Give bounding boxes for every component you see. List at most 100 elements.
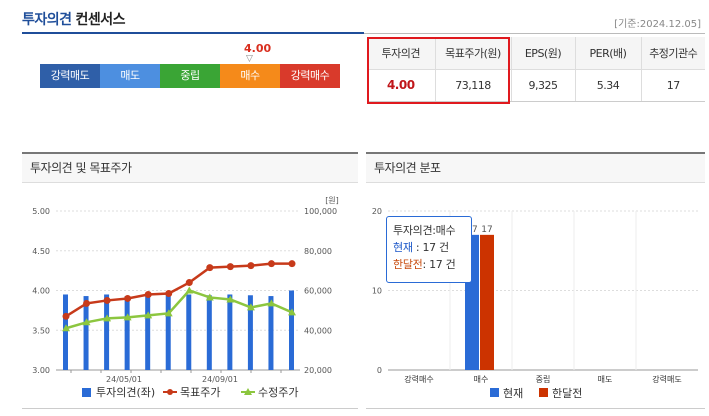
table-header-cell: 목표주가(원): [434, 37, 511, 70]
left-axis-tick: 4.00: [32, 287, 50, 296]
consensus-table: 투자의견 목표주가(원) EPS(원) PER(배) 추정기관수 4.00 73,118 9…: [367, 37, 705, 102]
opinion-bar: [104, 294, 110, 370]
category-label: 강력매수: [404, 374, 433, 384]
opinion-target-panel: 투자의견 및 목표주가 5.00 4.50 4.00 3.50 3.00 100,000 8…: [22, 152, 358, 410]
adjusted-price-point: [288, 308, 296, 316]
adjusted-price-point: [226, 295, 235, 303]
target-price-point: [165, 289, 173, 297]
adjusted-price-point: [205, 293, 214, 301]
title-underline: [22, 32, 364, 34]
data-label: 17: [466, 225, 477, 235]
legend-label: 목표주가: [180, 386, 220, 399]
table-cell: 5.34: [574, 69, 641, 102]
target-price-line: [65, 262, 292, 318]
adjusted-price-point: [246, 303, 255, 311]
target-price-point: [247, 262, 255, 270]
opinion-bar: [83, 296, 89, 370]
left-axis-tick: 5.00: [32, 207, 50, 216]
title-part2: 컨센서스: [75, 12, 126, 28]
y-axis-tick: 0: [377, 366, 382, 375]
right-axis-tick: 60,000: [304, 287, 332, 296]
table-cell: 73,118: [434, 69, 511, 102]
rating-value: 4.00: [244, 42, 272, 55]
rating-segment: 매수: [220, 64, 280, 88]
chart-tooltip: 투자의견:매수 현재 : 17 건 한달전: 17 건: [386, 216, 472, 283]
rating-marker-icon: ▽: [246, 54, 253, 64]
target-price-point: [267, 260, 275, 268]
consensus-table-header: 투자의견 목표주가(원) EPS(원) PER(배) 추정기관수: [367, 37, 705, 70]
opinion-bar: [63, 294, 68, 370]
table-cell: 9,325: [510, 69, 575, 102]
data-label: 17: [481, 225, 492, 235]
rating-segment: 중립: [160, 64, 220, 88]
legend-label: 투자의견(좌): [96, 386, 155, 399]
tooltip-row1-value: : 17 건: [415, 241, 449, 254]
target-price-point: [103, 296, 111, 304]
section-header: 투자의견 컨센서스 [기준:2024.12.05]: [22, 9, 705, 31]
target-price-point: [83, 299, 91, 307]
legend-swatch: [539, 388, 548, 397]
legend-label: 현재: [503, 387, 523, 400]
table-header-cell: EPS(원): [510, 37, 575, 70]
x-axis-tick: 24/09/01: [202, 375, 238, 384]
target-price-point: [144, 290, 152, 298]
opinion-bar: [206, 295, 212, 370]
category-label: 매도: [598, 375, 613, 384]
tooltip-row2-label: 한달전: [393, 258, 423, 271]
adjusted-price-line: [65, 289, 293, 330]
legend-swatch: [490, 388, 499, 397]
base-date: [기준:2024.12.05]: [614, 19, 701, 30]
title-part1: 투자의견: [22, 12, 72, 28]
opinion-bar: [289, 290, 294, 370]
opinion-bar: [268, 296, 274, 370]
adjusted-price-point: [82, 318, 91, 326]
right-axis-tick: 20,000: [304, 366, 332, 375]
rating-scale: 강력매도 매도 중립 매수 강력매수: [40, 64, 340, 88]
category-label: 중립: [536, 375, 551, 384]
month-ago-bar: [480, 234, 494, 370]
right-axis-tick: 40,000: [304, 326, 332, 335]
table-header-cell: 추정기관수: [640, 37, 705, 70]
category-label: 매수: [474, 375, 489, 384]
rating-segment: 강력매도: [40, 64, 100, 88]
legend-swatch-marker: [167, 389, 173, 395]
table-header-cell: PER(배): [574, 37, 641, 70]
page-title: 투자의견 컨센서스: [22, 9, 126, 29]
adjusted-price-point: [144, 311, 153, 319]
opinion-bar: [124, 296, 130, 370]
x-axis-tick: 24/05/01: [106, 375, 142, 384]
opinion-bar: [247, 295, 253, 370]
adjusted-price-point: [103, 314, 112, 322]
panel-bottom-line: [22, 408, 358, 409]
panel-title: 투자의견 분포: [366, 154, 705, 183]
title-underline-right: [364, 33, 705, 34]
table-cell: 4.00: [367, 69, 435, 102]
legend-label: 수정주가: [258, 386, 298, 399]
y-axis-tick: 10: [372, 287, 382, 296]
table-cell: 17: [640, 69, 705, 102]
target-price-point: [124, 294, 132, 302]
category-label: 강력매도: [652, 374, 681, 384]
legend-swatch-marker: [244, 388, 252, 395]
opinion-bar: [145, 294, 151, 370]
legend-label: 한달전: [552, 387, 582, 400]
left-axis-tick: 3.50: [32, 326, 50, 335]
rating-segment: 매도: [100, 64, 160, 88]
right-axis-tick: 100,000: [304, 207, 337, 216]
adjusted-price-point: [123, 313, 132, 321]
tooltip-row1-label: 현재: [393, 241, 413, 254]
adjusted-price-point: [164, 309, 173, 317]
target-price-point: [185, 279, 193, 287]
target-price-point: [226, 263, 234, 271]
target-price-point: [288, 260, 296, 268]
right-axis-tick: 80,000: [304, 247, 332, 256]
legend-swatch: [82, 388, 91, 397]
opinion-bar: [186, 294, 192, 370]
y-axis-tick: 20: [372, 207, 382, 216]
adjusted-price-point: [62, 324, 70, 332]
left-axis-tick: 3.00: [32, 366, 50, 375]
tooltip-row2-value: : 17 건: [422, 258, 456, 271]
consensus-table-row: 4.00 73,118 9,325 5.34 17: [367, 69, 705, 102]
rating-segment: 강력매수: [280, 64, 340, 88]
target-price-point: [62, 312, 70, 320]
